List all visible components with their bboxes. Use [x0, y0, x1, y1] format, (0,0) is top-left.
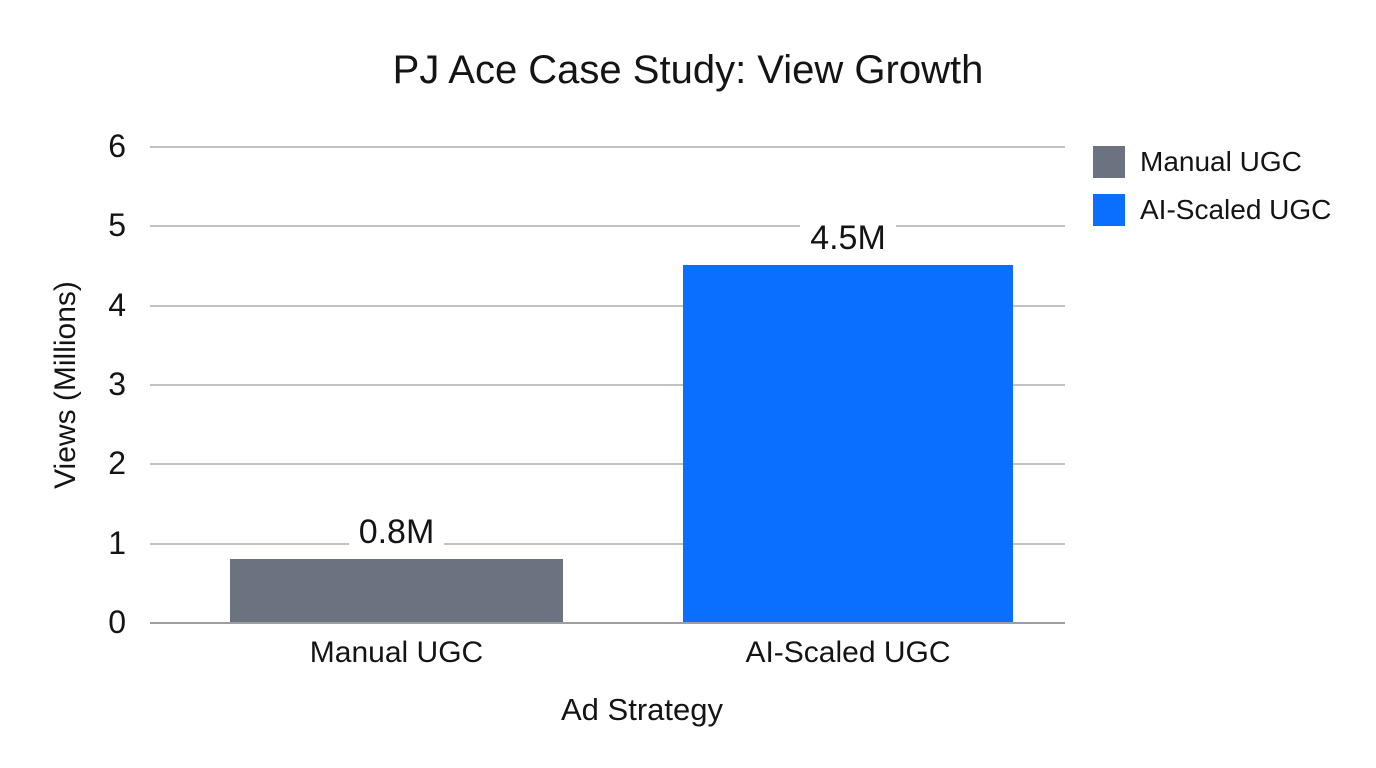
- bar-column-manual-ugc: 0.8M: [230, 146, 563, 622]
- y-tick-label: 1: [108, 524, 126, 561]
- y-tick-label: 2: [108, 445, 126, 482]
- y-tick-label: 6: [108, 128, 126, 164]
- y-tick-label: 0: [108, 603, 126, 640]
- bar-value-label: 4.5M: [800, 219, 896, 257]
- x-category-label-manual-ugc: Manual UGC: [309, 636, 484, 669]
- gridline: [150, 225, 1065, 228]
- legend: Manual UGC AI-Scaled UGC: [1093, 146, 1331, 242]
- y-axis-tick-labels: 6 5 4 3 2 1 0: [0, 126, 126, 642]
- gridline: [150, 304, 1065, 307]
- chart-title: PJ Ace Case Study: View Growth: [392, 48, 984, 92]
- x-axis-title: Ad Strategy: [561, 692, 723, 727]
- x-category-label-ai-scaled-ugc: AI-Scaled UGC: [745, 636, 951, 669]
- bar-value-label: 0.8M: [348, 512, 445, 551]
- legend-label: AI-Scaled UGC: [1140, 194, 1332, 225]
- bar-manual-ugc: [230, 558, 563, 622]
- legend-item-manual-ugc: Manual UGC: [1093, 146, 1331, 178]
- legend-swatch-icon: [1093, 146, 1125, 178]
- y-tick-label: 4: [108, 286, 126, 323]
- legend-swatch-icon: [1093, 194, 1125, 226]
- legend-item-ai-scaled-ugc: AI-Scaled UGC: [1093, 194, 1331, 226]
- bar-ai-scaled-ugc: [683, 265, 1013, 622]
- gridline: [150, 146, 1065, 148]
- y-tick-label: 3: [108, 365, 126, 402]
- legend-label: Manual UGC: [1140, 146, 1302, 177]
- plot-area: 0.8M 4.5M: [150, 146, 1065, 624]
- y-tick-label: 5: [108, 207, 126, 244]
- gridline: [150, 384, 1065, 386]
- bar-column-ai-scaled-ugc: 4.5M: [683, 146, 1013, 622]
- gridline: [150, 542, 1065, 545]
- gridline: [150, 463, 1065, 466]
